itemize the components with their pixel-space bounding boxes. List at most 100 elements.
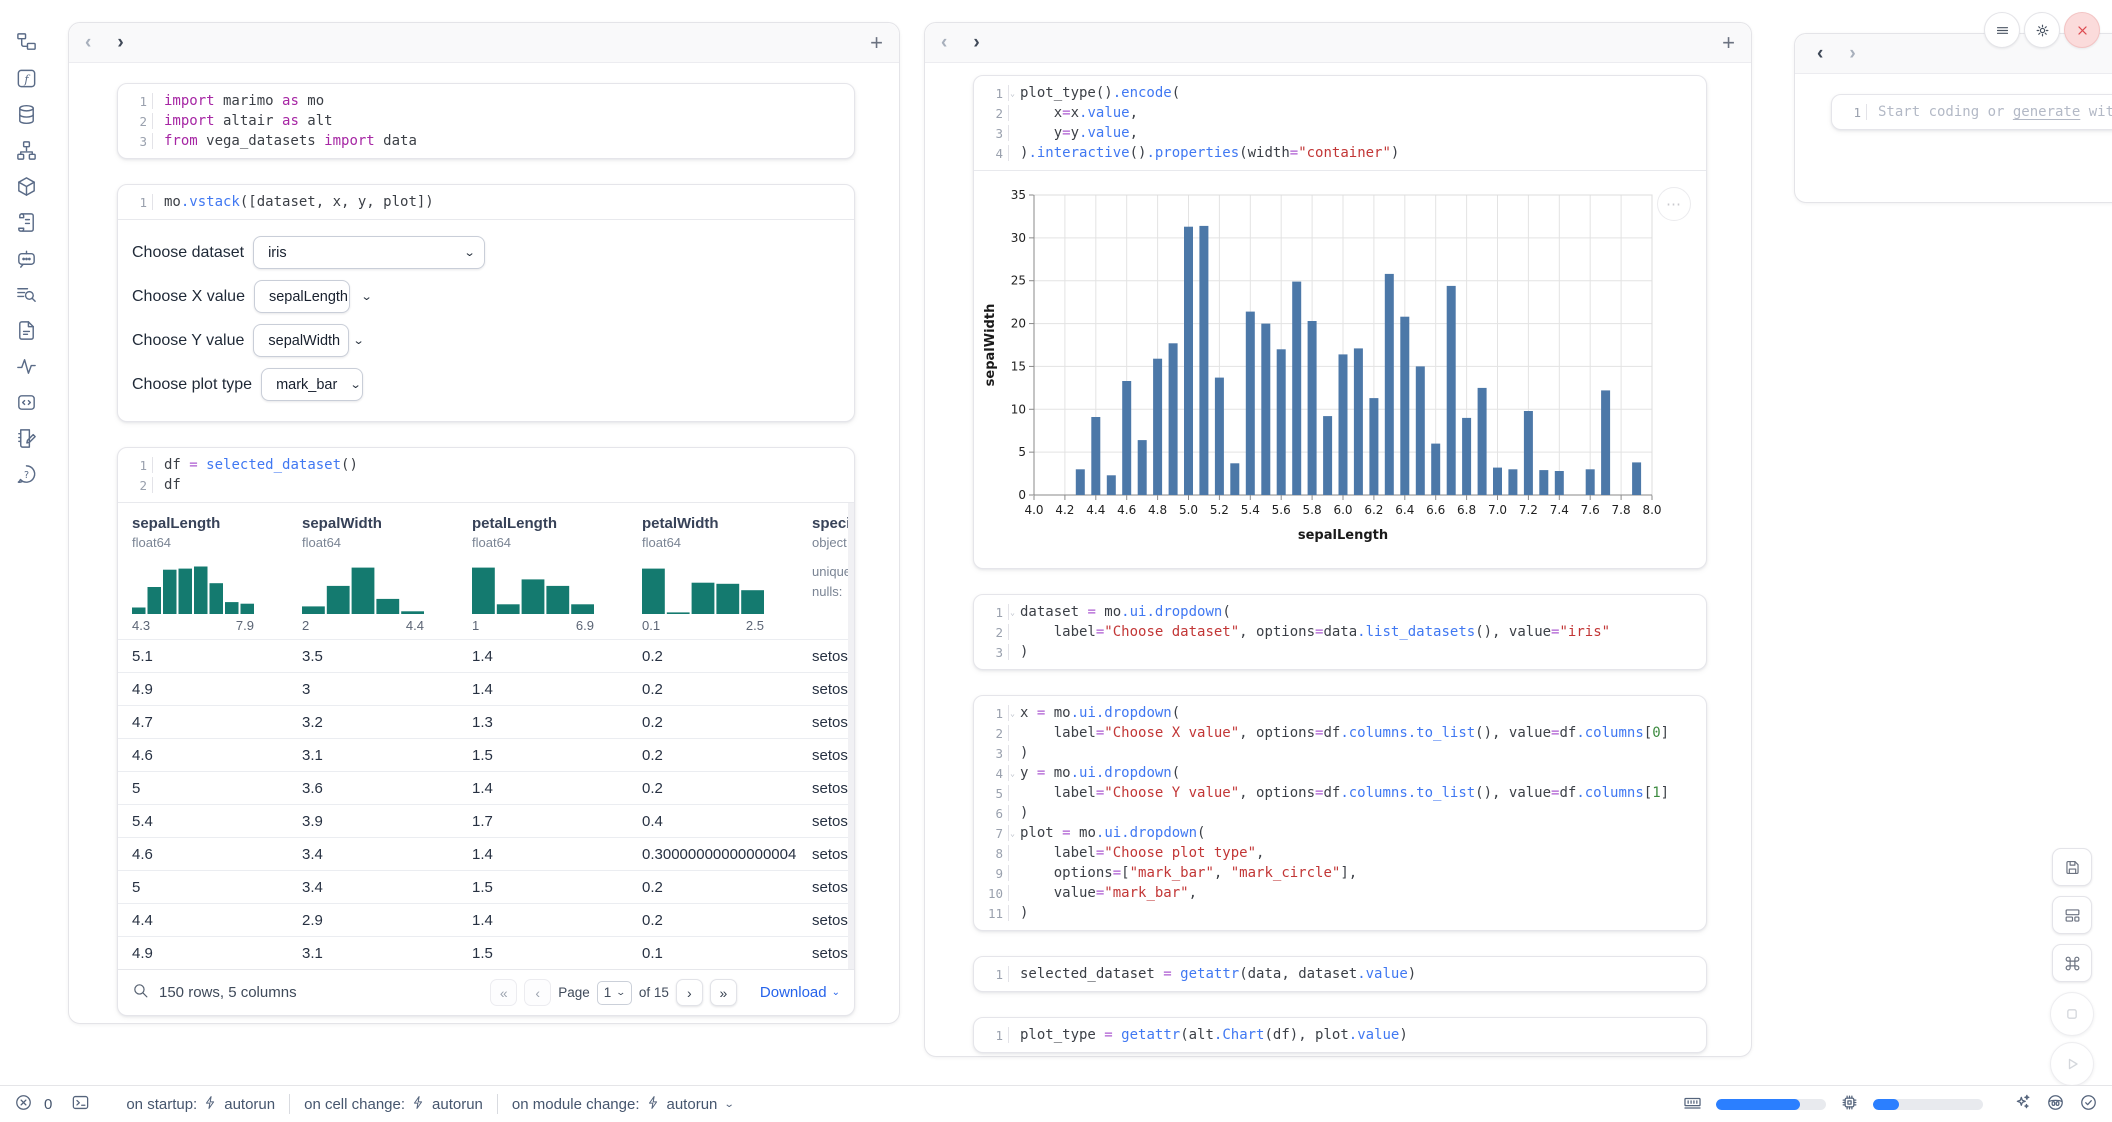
panel-next-icon[interactable]: › <box>973 32 980 53</box>
errors-icon[interactable] <box>14 1093 33 1116</box>
ai-sparkles-icon[interactable] <box>2013 1093 2032 1116</box>
chatbot-icon[interactable] <box>0 240 52 276</box>
connection-status-icon[interactable] <box>2079 1093 2098 1116</box>
code-line[interactable]: label="Choose plot type", <box>1008 845 1264 861</box>
help-icon[interactable]: ? <box>0 456 52 492</box>
function-icon[interactable]: f <box>0 60 52 96</box>
download-button[interactable]: Download ⌄ <box>759 984 840 1001</box>
panel-prev-icon[interactable]: ‹ <box>1817 43 1824 64</box>
column-header-sepalWidth[interactable]: sepalWidth float64 2 4.4 <box>302 515 424 633</box>
package-icon[interactable] <box>0 168 52 204</box>
table-row[interactable]: 4.9 3 1.4 0.2 setosa <box>118 672 848 705</box>
cell-selected-dataset[interactable]: 1 selected_dataset = getattr(data, datase… <box>973 956 1707 992</box>
panel-next-icon[interactable]: › <box>1849 43 1856 64</box>
fold-icon[interactable]: ⌄ <box>1010 88 1015 98</box>
table-row[interactable]: 4.4 2.9 1.4 0.2 setosa <box>118 903 848 936</box>
generate-link[interactable]: generate <box>2012 104 2081 120</box>
add-cell-icon[interactable]: + <box>870 29 883 55</box>
code-line[interactable]: plot = mo.ui.dropdown( <box>1008 825 1205 841</box>
column-header-species[interactable]: speciesobjectunique:nulls: <box>812 515 854 599</box>
menu-button[interactable] <box>1984 12 2020 48</box>
code-line[interactable]: mo.vstack([dataset, x, y, plot]) <box>152 194 434 210</box>
scratchpad-icon[interactable] <box>0 420 52 456</box>
code-line[interactable]: ).interactive().properties(width="contai… <box>1008 145 1399 161</box>
code-placeholder[interactable]: Start coding or generate with AI <box>1866 104 2112 120</box>
run-button[interactable] <box>2050 1042 2094 1086</box>
database-icon[interactable] <box>0 96 52 132</box>
code-line[interactable]: x = mo.ui.dropdown( <box>1008 705 1180 721</box>
code-line[interactable]: x=x.value, <box>1008 105 1138 121</box>
table-row[interactable]: 4.6 3.1 1.5 0.2 setosa <box>118 738 848 771</box>
column-header-sepalLength[interactable]: sepalLength float64 4.3 7.9 <box>132 515 254 633</box>
table-row[interactable]: 4.7 3.2 1.3 0.2 setosa <box>118 705 848 738</box>
panel-next-icon[interactable]: › <box>117 32 124 53</box>
prev-page-button[interactable]: ‹ <box>524 979 552 1006</box>
layout-button[interactable] <box>2052 896 2092 934</box>
code-line[interactable]: plot_type = getattr(alt.Chart(df), plot.… <box>1008 1027 1408 1043</box>
cell-plot[interactable]: 1 ⌄ plot_type().encode(2 x=x.value, 3 y=y.v… <box>973 75 1707 569</box>
panel-prev-icon[interactable]: ‹ <box>85 32 92 53</box>
table-row[interactable]: 5.1 3.5 1.4 0.2 setosa <box>118 639 848 672</box>
next-page-button[interactable]: › <box>675 979 703 1006</box>
code-line[interactable]: ) <box>1008 745 1028 761</box>
cell-xy-plot-dropdowns[interactable]: 1 ⌄ x = mo.ui.dropdown(2 label="Choose X v… <box>973 695 1707 931</box>
snippets-icon[interactable] <box>0 384 52 420</box>
fold-icon[interactable]: ⌄ <box>1010 607 1015 617</box>
shutdown-button[interactable] <box>2064 12 2100 48</box>
code-line[interactable]: y = mo.ui.dropdown( <box>1008 765 1180 781</box>
plot-type-select[interactable]: mark_bar ⌄ <box>261 368 364 401</box>
stop-button[interactable] <box>2050 992 2094 1036</box>
code-line[interactable]: ) <box>1008 644 1028 660</box>
column-header-petalLength[interactable]: petalLength float64 1 6.9 <box>472 515 594 633</box>
on-startup-setting[interactable]: on startup: autorun <box>126 1095 276 1113</box>
code-line[interactable]: label="Choose dataset", options=data.lis… <box>1008 624 1610 640</box>
table-row[interactable]: 5 3.6 1.4 0.2 setosa <box>118 771 848 804</box>
settings-button[interactable] <box>2024 12 2060 48</box>
fold-icon[interactable]: ⌄ <box>1010 708 1015 718</box>
code-line[interactable]: selected_dataset = getattr(data, dataset… <box>1008 966 1416 982</box>
document-icon[interactable] <box>0 312 52 348</box>
file-tree-icon[interactable] <box>0 24 52 60</box>
script-icon[interactable] <box>0 204 52 240</box>
panel-prev-icon[interactable]: ‹ <box>941 32 948 53</box>
on-module-change-setting[interactable]: on module change: autorun ⌄ <box>511 1095 736 1113</box>
code-line[interactable]: from vega_datasets import data <box>152 133 417 149</box>
first-page-button[interactable]: « <box>490 979 518 1006</box>
code-line[interactable]: import marimo as mo <box>152 93 324 109</box>
table-row[interactable]: 4.6 3.4 1.4 0.30000000000000004 setosa <box>118 837 848 870</box>
code-line[interactable]: ) <box>1008 905 1028 921</box>
column-header-petalWidth[interactable]: petalWidth float64 0.1 2.5 <box>642 515 764 633</box>
code-line[interactable]: options=["mark_bar", "mark_circle"], <box>1008 865 1357 881</box>
logs-icon[interactable] <box>0 276 52 312</box>
x-value-select[interactable]: sepalLength ⌄ <box>253 280 373 313</box>
cell-vstack[interactable]: 1 mo.vstack([dataset, x, y, plot]) Choose… <box>117 184 855 422</box>
search-icon[interactable] <box>132 982 149 1003</box>
code-line[interactable]: import altair as alt <box>152 113 333 129</box>
code-line[interactable]: df <box>152 477 181 493</box>
page-select[interactable]: 1 ⌄ <box>596 980 632 1005</box>
code-line[interactable]: label="Choose Y value", options=df.colum… <box>1008 785 1669 801</box>
keyboard-shortcuts-button[interactable] <box>2052 944 2092 982</box>
code-line[interactable]: ) <box>1008 805 1028 821</box>
code-line[interactable]: dataset = mo.ui.dropdown( <box>1008 604 1231 620</box>
code-line[interactable]: df = selected_dataset() <box>152 457 358 473</box>
dataset-select[interactable]: iris ⌄ <box>253 236 486 269</box>
tracing-icon[interactable] <box>0 348 52 384</box>
terminal-icon[interactable] <box>71 1093 90 1116</box>
last-page-button[interactable]: » <box>709 979 737 1006</box>
code-line[interactable]: label="Choose X value", options=df.colum… <box>1008 725 1669 741</box>
cell-imports[interactable]: 1 import marimo as mo 2 import altair as al… <box>117 83 855 159</box>
code-line[interactable]: value="mark_bar", <box>1008 885 1197 901</box>
table-row[interactable]: 4.9 3.1 1.5 0.1 setosa <box>118 936 848 969</box>
add-cell-icon[interactable]: + <box>1722 29 1735 55</box>
fold-icon[interactable]: ⌄ <box>1010 768 1015 778</box>
code-line[interactable]: y=y.value, <box>1008 125 1138 141</box>
cell-empty[interactable]: 1 Start coding or generate with AI <box>1831 94 2112 130</box>
on-cell-change-setting[interactable]: on cell change: autorun <box>304 1095 483 1113</box>
save-button[interactable] <box>2052 848 2092 886</box>
cell-dataset-dropdown[interactable]: 1 ⌄ dataset = mo.ui.dropdown(2 label="Choo… <box>973 594 1707 670</box>
cell-plot-type[interactable]: 1 plot_type = getattr(alt.Chart(df), plot… <box>973 1017 1707 1053</box>
table-row[interactable]: 5 3.4 1.5 0.2 setosa <box>118 870 848 903</box>
copilot-icon[interactable] <box>2046 1093 2065 1116</box>
chart-options-icon[interactable]: ⋯ <box>1657 187 1691 221</box>
